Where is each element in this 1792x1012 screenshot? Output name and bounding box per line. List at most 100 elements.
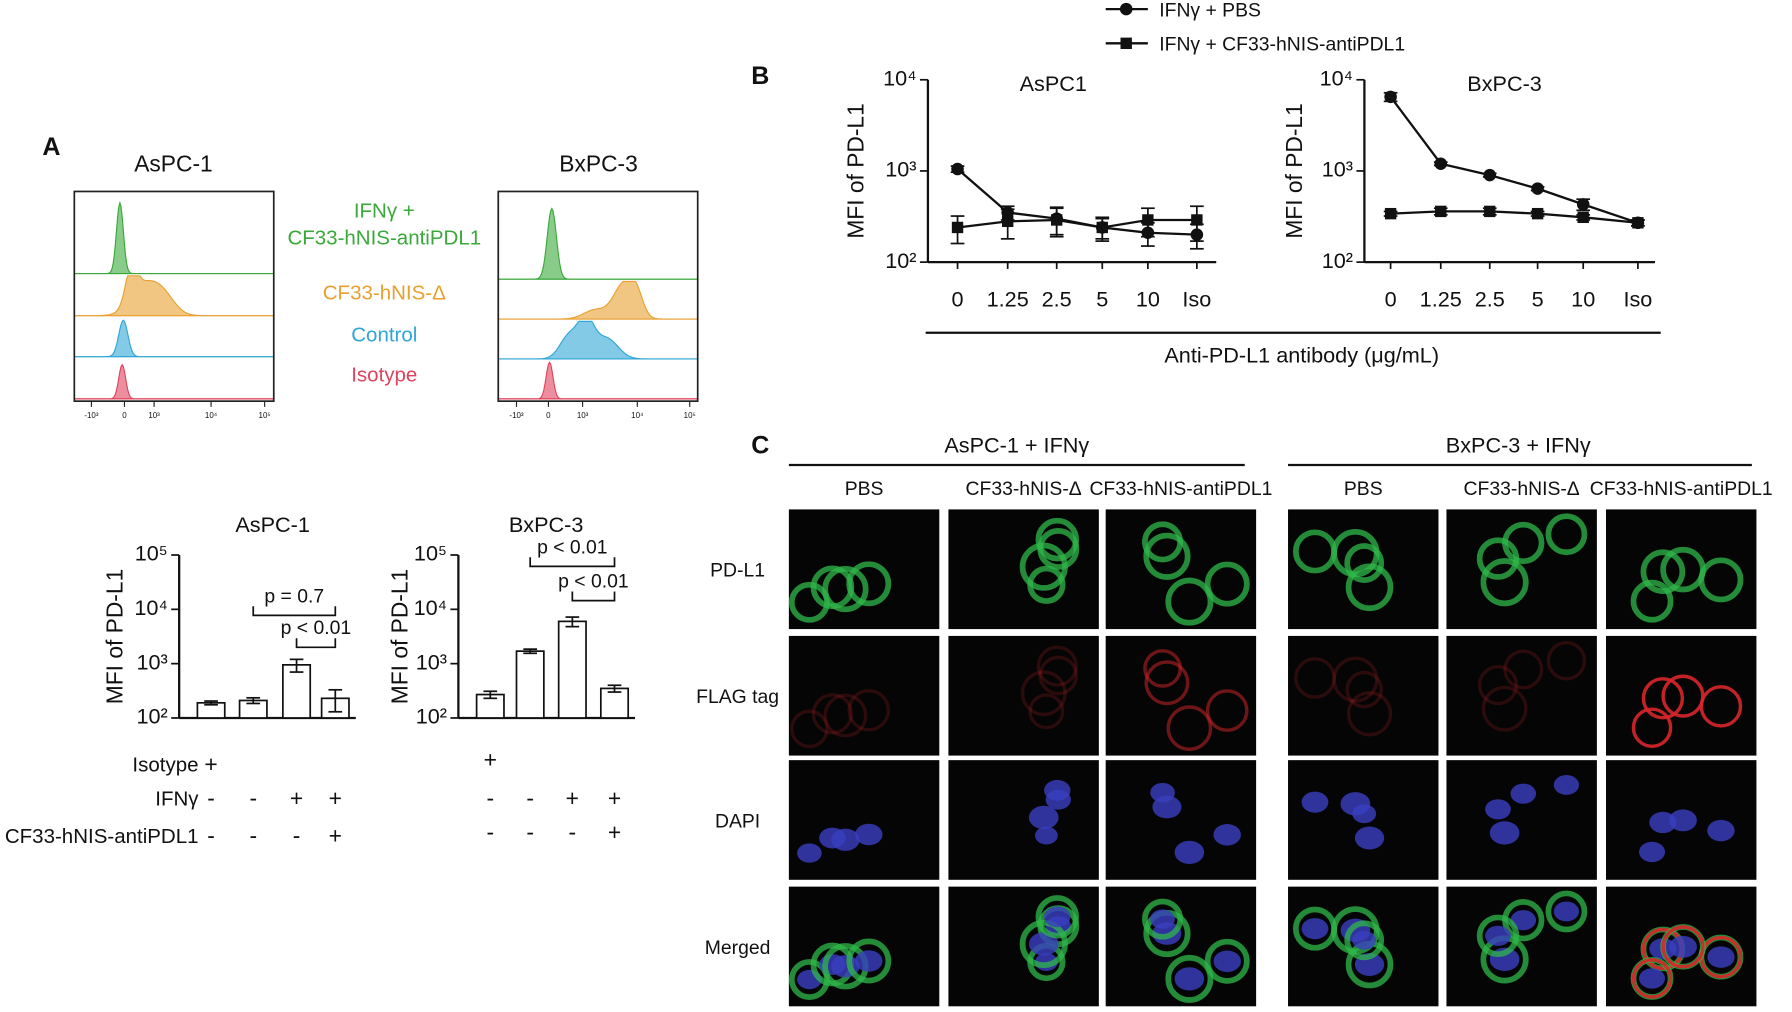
y-tick-label: 10⁴ <box>1320 65 1353 90</box>
cell-flag <box>1346 691 1393 737</box>
condition-mark: - <box>207 785 215 811</box>
condition-mark: - <box>207 823 215 849</box>
cell-flag <box>1481 685 1528 732</box>
cell-nucleus <box>831 828 860 851</box>
condition-mark: - <box>486 785 494 811</box>
marker <box>1484 205 1496 218</box>
cell-membrane <box>1142 898 1184 940</box>
cell-membrane <box>1142 521 1184 563</box>
histogram-title: BxPC-3 <box>559 150 638 176</box>
cell-nucleus <box>1150 909 1175 929</box>
y-tick-label: 10² <box>136 704 167 729</box>
cell-nucleus <box>1035 826 1058 845</box>
cell-membrane <box>1630 579 1674 623</box>
cell-membrane <box>1035 895 1079 939</box>
column-label: PBS <box>1344 478 1383 500</box>
legend-label: CF33-hNIS-antiPDL1 <box>287 227 481 250</box>
cell-membrane <box>1204 561 1250 607</box>
cell-nucleus <box>1044 906 1071 928</box>
cell-membrane <box>1545 890 1588 933</box>
x-tick-label: Iso <box>1182 287 1211 312</box>
x-tick-label: 0 <box>952 287 964 312</box>
condition-mark: - <box>569 819 577 845</box>
cell-membrane <box>1476 537 1520 580</box>
cell-flag <box>1546 641 1587 681</box>
tick-label: 10³ <box>148 411 160 420</box>
cell-flag <box>1332 656 1379 703</box>
cell-membrane <box>1019 919 1068 969</box>
cell-nucleus <box>1553 901 1580 922</box>
marker <box>1483 168 1497 182</box>
legend-marker <box>1120 37 1132 50</box>
cell-membrane <box>1640 549 1686 595</box>
cell-nucleus <box>1485 799 1511 820</box>
legend-label: Isotype <box>351 364 417 387</box>
legend-label: IFNγ + CF33-hNIS-antiPDL1 <box>1159 34 1405 56</box>
cell-nucleus <box>1707 946 1735 968</box>
cell-nucleus <box>1639 968 1666 989</box>
series-line <box>1390 210 1639 224</box>
histogram-peak <box>74 275 274 317</box>
marker <box>1384 90 1397 104</box>
cell-membrane <box>1019 542 1068 591</box>
histogram-peak <box>498 361 698 400</box>
marker <box>951 162 964 176</box>
chart-title: AsPC1 <box>1020 71 1087 96</box>
legend-label: CF33-hNIS-Δ <box>323 281 446 304</box>
tick-label: -10³ <box>509 411 524 420</box>
legend-label: IFNγ + <box>354 199 415 222</box>
cell-nucleus <box>1174 967 1205 991</box>
condition-mark: + <box>329 823 342 849</box>
group-title: BxPC-3 + IFNγ <box>1446 432 1591 457</box>
y-tick-label: 10⁴ <box>134 595 167 620</box>
condition-mark: - <box>526 785 534 811</box>
marker <box>1435 205 1447 218</box>
histogram-peak <box>74 200 274 275</box>
histogram-peak <box>498 320 698 360</box>
y-tick-label: 10³ <box>136 649 167 674</box>
cell-nucleus <box>1354 826 1385 850</box>
condition-label: IFNγ <box>155 787 199 810</box>
cell-flag <box>1631 958 1673 999</box>
cell-flag <box>1205 689 1249 732</box>
cell-membrane <box>1660 546 1706 593</box>
cell-membrane <box>1165 954 1214 1003</box>
marker <box>1434 157 1448 170</box>
cell-membrane <box>1480 558 1529 607</box>
x-tick-label: 2.5 <box>1042 287 1072 312</box>
panel-label: C <box>751 431 769 459</box>
y-axis-label: MFI of PD-L1 <box>102 569 128 704</box>
x-axis-label: Anti-PD-L1 antibody (μg/mL) <box>1164 342 1439 367</box>
x-tick-label: 1.25 <box>1420 287 1462 312</box>
condition-mark: + <box>608 785 621 811</box>
column-label: CF33-hNIS-Δ <box>966 478 1082 500</box>
cell-membrane <box>1292 529 1337 574</box>
y-tick-label: 10⁵ <box>414 541 447 566</box>
x-tick-label: 10 <box>1571 287 1595 312</box>
marker <box>1050 214 1063 226</box>
significance-bracket <box>529 557 616 568</box>
legend-label: IFNγ + PBS <box>1159 0 1261 22</box>
group-title: AsPC-1 + IFNγ <box>944 432 1089 457</box>
p-value: p < 0.01 <box>558 570 629 592</box>
y-axis-label: MFI of PD-L1 <box>386 569 412 704</box>
column-label: CF33-hNIS-antiPDL1 <box>1590 478 1773 500</box>
cell-nucleus <box>1213 950 1241 973</box>
condition-mark: + <box>566 785 579 811</box>
x-tick-label: 2.5 <box>1475 287 1505 312</box>
condition-label: CF33-hNIS-antiPDL1 <box>5 825 199 848</box>
cell-membrane <box>1344 543 1385 583</box>
cell-nucleus <box>797 843 822 863</box>
micrograph <box>788 635 940 756</box>
condition-mark: + <box>329 785 342 811</box>
cell-flag <box>1631 707 1673 748</box>
cell-membrane <box>1344 920 1385 961</box>
cell-membrane <box>1292 906 1337 951</box>
series-line <box>956 168 1197 236</box>
cell-membrane <box>846 561 892 607</box>
cell-flag <box>1661 925 1705 969</box>
cell-flag <box>847 688 891 732</box>
y-tick-label: 10³ <box>1322 157 1353 182</box>
condition-mark: + <box>204 751 217 777</box>
y-tick-label: 10⁵ <box>135 541 168 566</box>
